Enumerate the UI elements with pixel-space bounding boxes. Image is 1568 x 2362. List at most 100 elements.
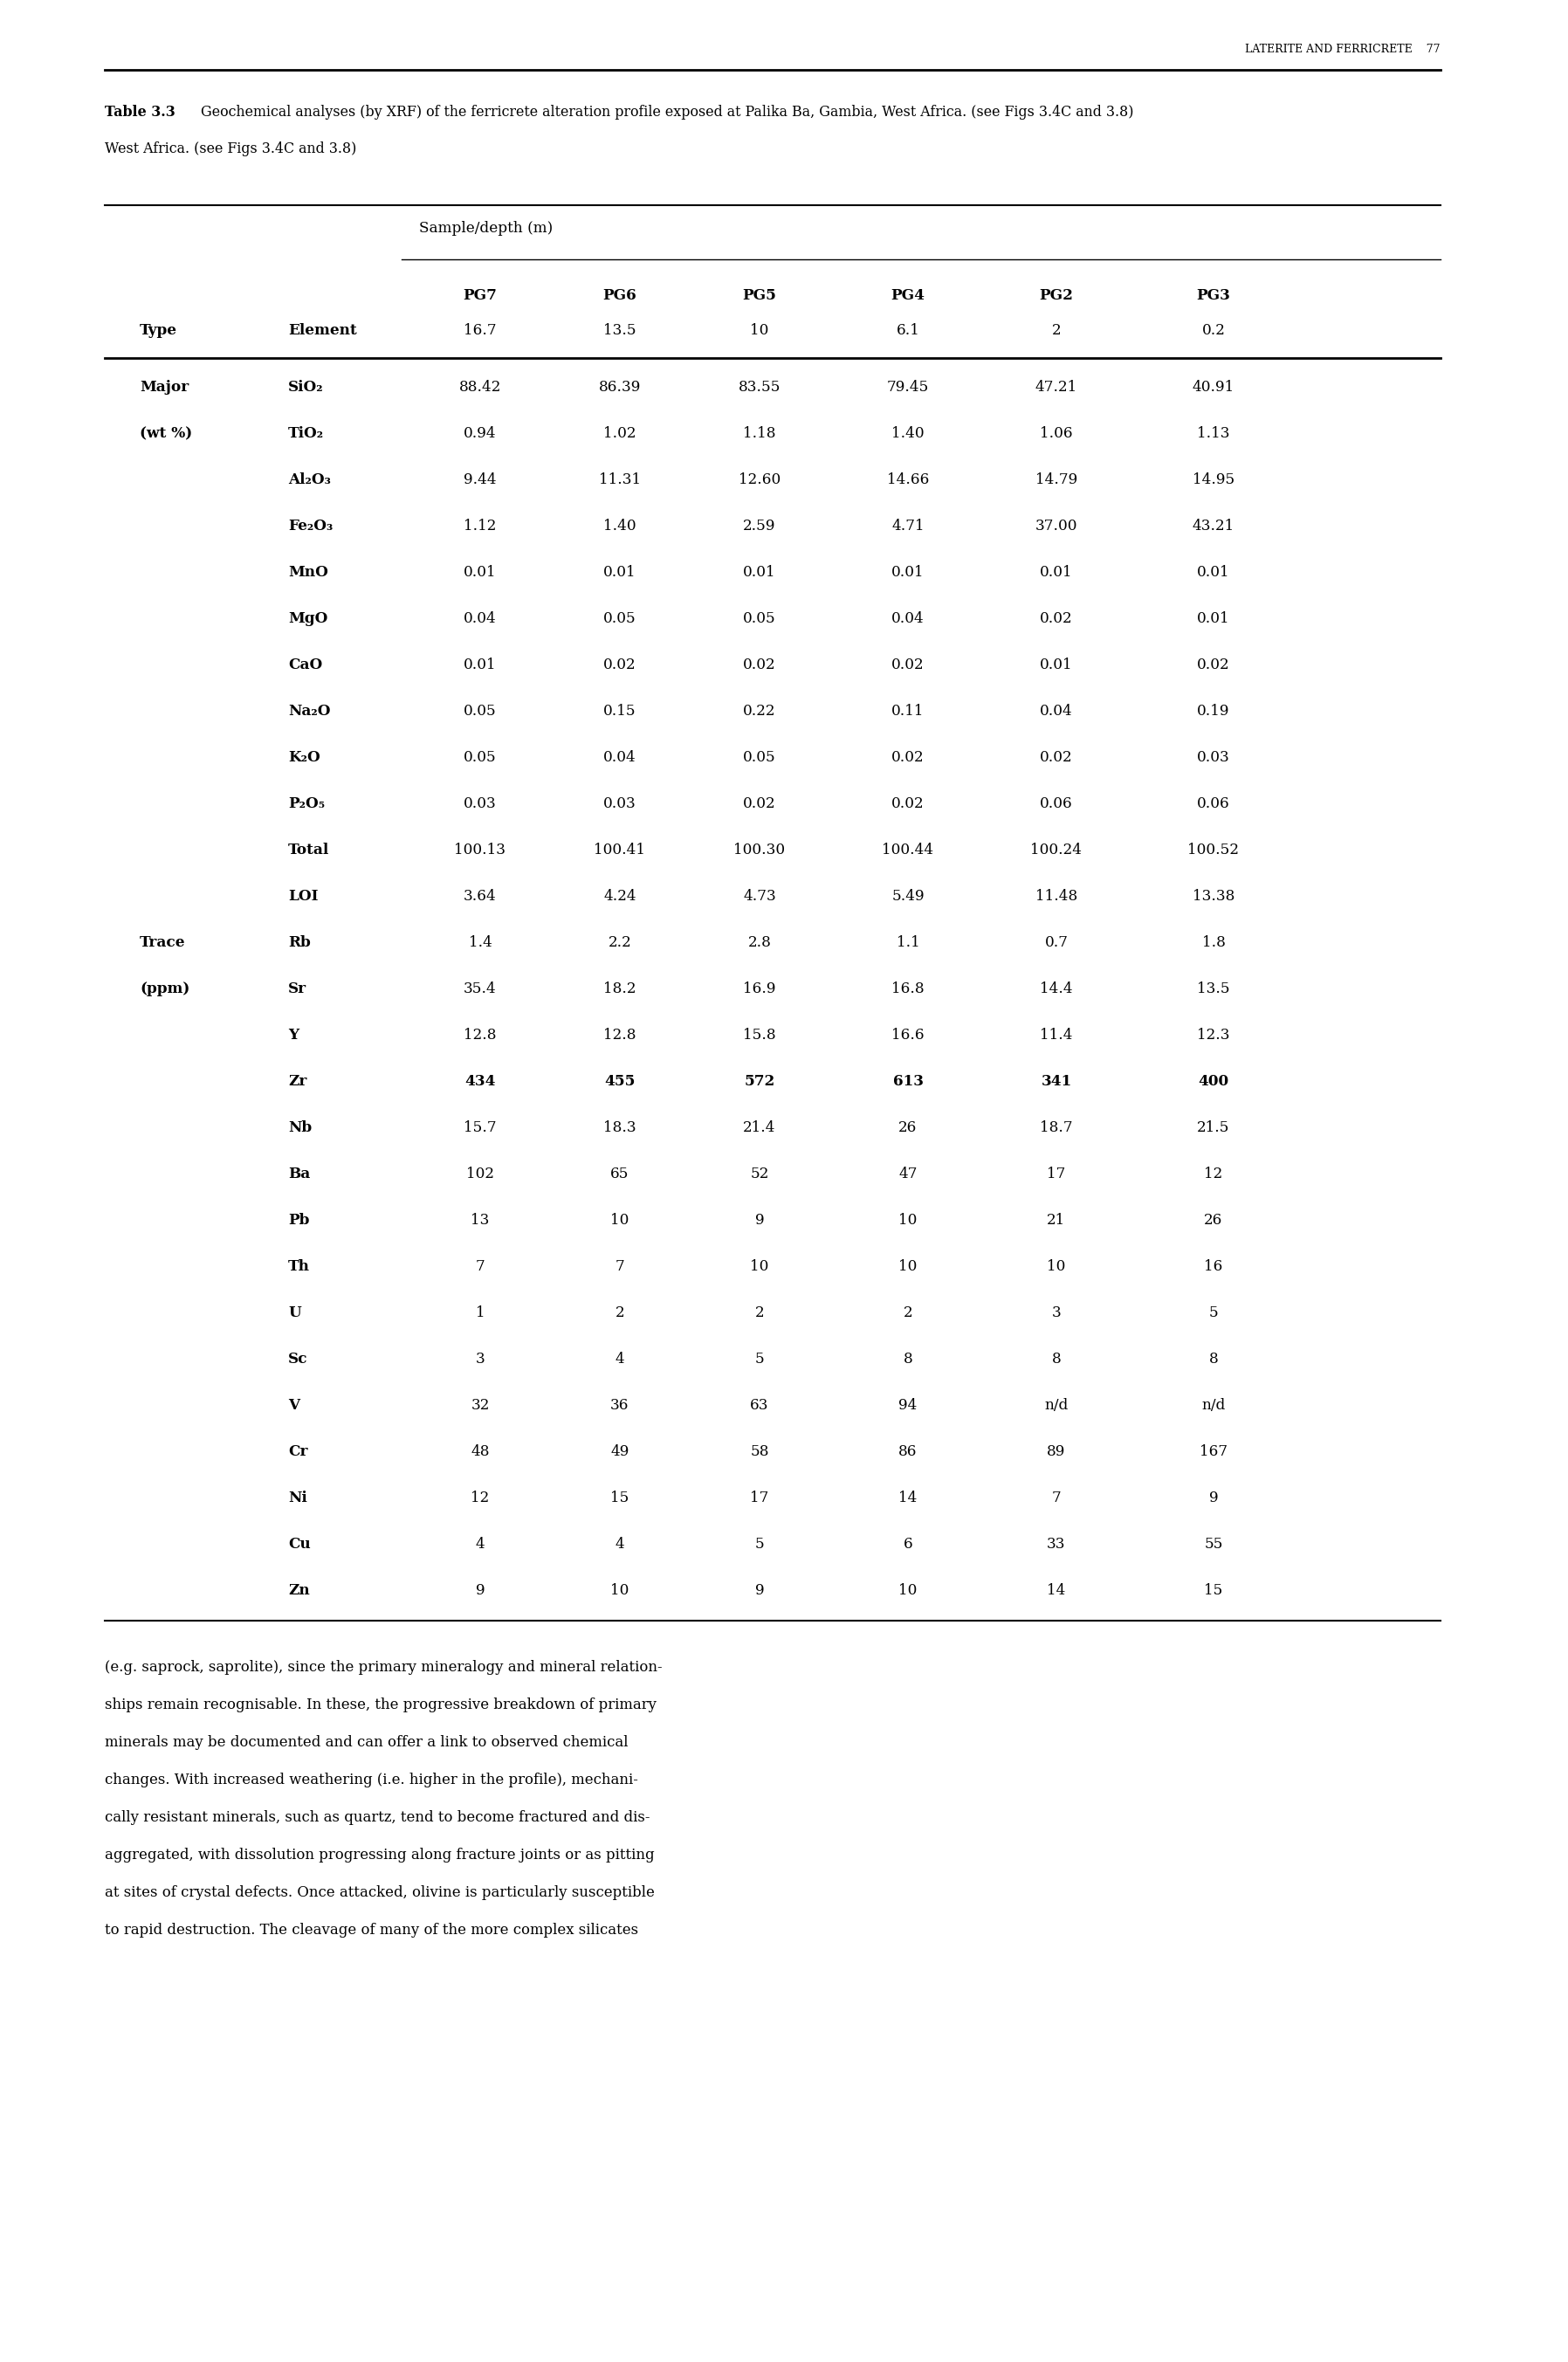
Text: changes. With increased weathering (i.e. higher in the profile), mechani-: changes. With increased weathering (i.e.… [105,1772,638,1788]
Text: TiO₂: TiO₂ [289,425,325,442]
Text: 55: 55 [1204,1538,1223,1552]
Text: 47.21: 47.21 [1035,380,1077,394]
Text: 88.42: 88.42 [459,380,502,394]
Text: ships remain recognisable. In these, the progressive breakdown of primary: ships remain recognisable. In these, the… [105,1698,657,1712]
Text: Trace: Trace [140,935,185,950]
Text: 0.01: 0.01 [1196,612,1229,626]
Text: 5.49: 5.49 [892,888,925,905]
Text: 8: 8 [1209,1351,1218,1368]
Text: V: V [289,1398,299,1412]
Text: Zr: Zr [289,1075,307,1089]
Text: 100.24: 100.24 [1030,843,1082,857]
Text: 5: 5 [1209,1306,1218,1320]
Text: 15.8: 15.8 [743,1027,776,1042]
Text: 83.55: 83.55 [739,380,781,394]
Text: 10: 10 [898,1259,917,1273]
Text: 1.12: 1.12 [464,520,497,534]
Text: Table 3.3: Table 3.3 [105,104,176,120]
Text: 0.04: 0.04 [464,612,497,626]
Text: Total: Total [289,843,329,857]
Text: 9: 9 [475,1583,485,1599]
Text: 0.06: 0.06 [1040,796,1073,810]
Text: U: U [289,1306,301,1320]
Text: 33: 33 [1047,1538,1066,1552]
Text: 341: 341 [1041,1075,1073,1089]
Text: 613: 613 [892,1075,924,1089]
Text: 18.2: 18.2 [604,983,637,997]
Text: 0.02: 0.02 [604,657,637,673]
Text: 0.2: 0.2 [1201,324,1225,338]
Text: 94: 94 [898,1398,917,1412]
Text: Zn: Zn [289,1583,310,1599]
Text: 400: 400 [1198,1075,1229,1089]
Text: Al₂O₃: Al₂O₃ [289,472,331,487]
Text: PG6: PG6 [604,288,637,302]
Text: 11.4: 11.4 [1040,1027,1073,1042]
Text: 40.91: 40.91 [1193,380,1234,394]
Text: 0.02: 0.02 [1040,612,1073,626]
Text: 14: 14 [1047,1583,1066,1599]
Text: 12: 12 [1204,1167,1223,1181]
Text: 1.40: 1.40 [892,425,925,442]
Text: 100.44: 100.44 [883,843,935,857]
Text: Major: Major [140,380,188,394]
Text: 167: 167 [1200,1443,1228,1460]
Text: 1.40: 1.40 [604,520,637,534]
Text: 10: 10 [750,1259,768,1273]
Text: 14.4: 14.4 [1040,983,1073,997]
Text: West Africa. (see Figs 3.4C and 3.8): West Africa. (see Figs 3.4C and 3.8) [105,142,356,156]
Text: 16: 16 [1204,1259,1223,1273]
Text: 455: 455 [604,1075,635,1089]
Text: (wt %): (wt %) [140,425,193,442]
Text: 7: 7 [1052,1490,1062,1505]
Text: 79.45: 79.45 [887,380,930,394]
Text: 8: 8 [1052,1351,1062,1368]
Text: 16.7: 16.7 [464,324,497,338]
Text: 0.03: 0.03 [604,796,637,810]
Text: 6.1: 6.1 [897,324,920,338]
Text: Ba: Ba [289,1167,310,1181]
Text: CaO: CaO [289,657,323,673]
Text: 102: 102 [466,1167,494,1181]
Text: PG4: PG4 [891,288,925,302]
Text: cally resistant minerals, such as quartz, tend to become fractured and dis-: cally resistant minerals, such as quartz… [105,1809,651,1826]
Text: 15: 15 [1204,1583,1223,1599]
Text: 16.6: 16.6 [892,1027,925,1042]
Text: 0.11: 0.11 [892,704,925,718]
Text: 3: 3 [1052,1306,1062,1320]
Text: 9.44: 9.44 [464,472,497,487]
Text: 0.94: 0.94 [464,425,497,442]
Text: 100.52: 100.52 [1189,843,1239,857]
Text: 0.05: 0.05 [743,751,776,765]
Text: 0.05: 0.05 [464,704,497,718]
Text: 0.01: 0.01 [604,565,637,579]
Text: 0.03: 0.03 [464,796,497,810]
Text: 32: 32 [470,1398,489,1412]
Text: 14.66: 14.66 [887,472,930,487]
Text: 1.8: 1.8 [1201,935,1225,950]
Text: 0.01: 0.01 [743,565,776,579]
Text: 4.73: 4.73 [743,888,776,905]
Text: 0.04: 0.04 [1040,704,1073,718]
Text: 10: 10 [898,1583,917,1599]
Text: MgO: MgO [289,612,328,626]
Text: 65: 65 [610,1167,629,1181]
Text: PG3: PG3 [1196,288,1231,302]
Text: Ni: Ni [289,1490,307,1505]
Text: 12.3: 12.3 [1198,1027,1229,1042]
Text: 52: 52 [750,1167,768,1181]
Text: Sr: Sr [289,983,307,997]
Text: 12.60: 12.60 [739,472,781,487]
Text: 0.02: 0.02 [892,657,925,673]
Text: 9: 9 [1209,1490,1218,1505]
Text: 13: 13 [470,1212,489,1228]
Text: Fe₂O₃: Fe₂O₃ [289,520,332,534]
Text: 16.8: 16.8 [892,983,925,997]
Text: 15.7: 15.7 [464,1120,497,1136]
Text: 13.5: 13.5 [1196,983,1229,997]
Text: 1.4: 1.4 [469,935,492,950]
Text: 1.1: 1.1 [897,935,920,950]
Text: 0.19: 0.19 [1198,704,1229,718]
Text: 10: 10 [1047,1259,1066,1273]
Text: n/d: n/d [1044,1398,1068,1412]
